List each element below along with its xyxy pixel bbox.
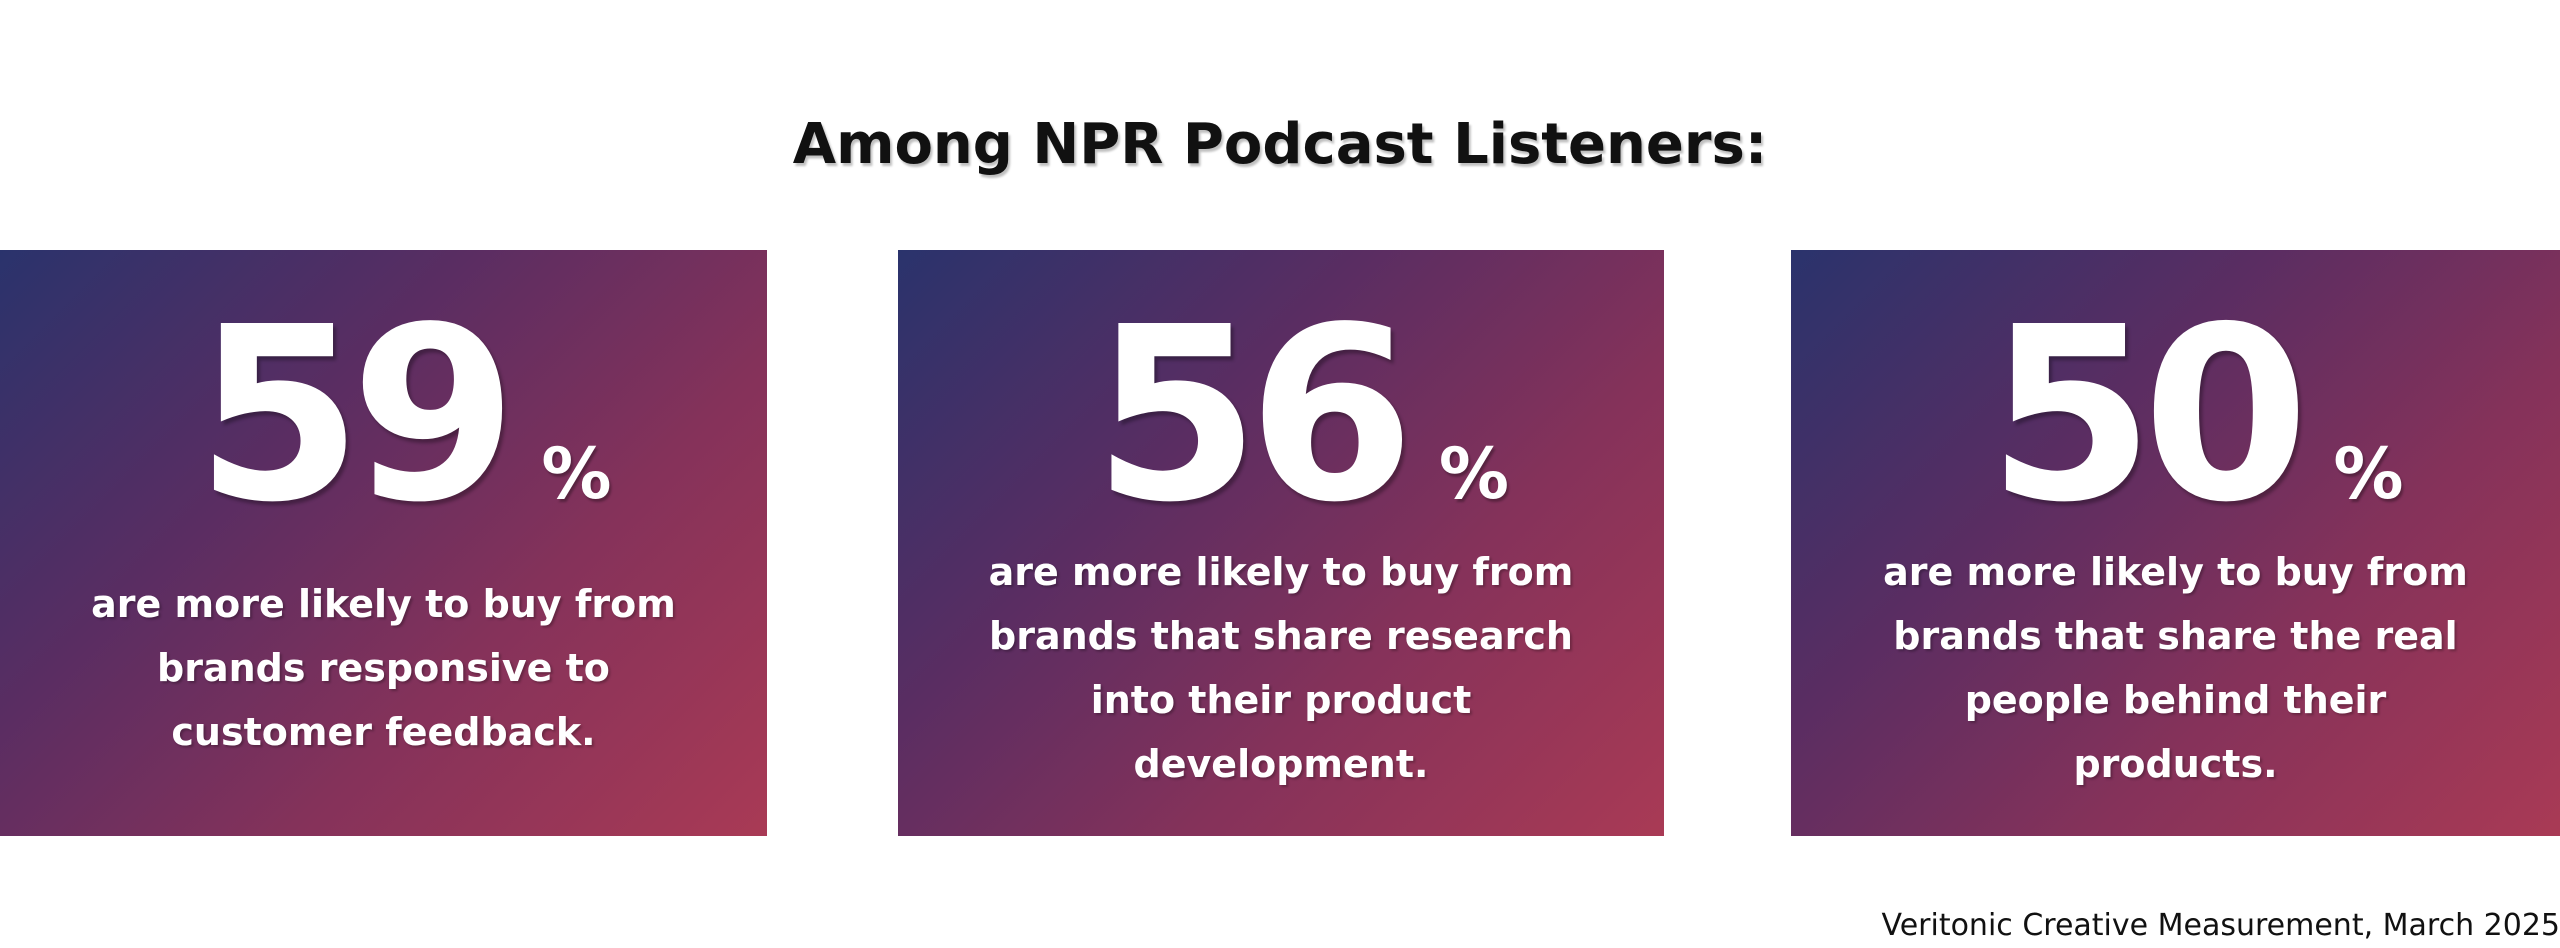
stat-line: are more likely to buy from [91,582,676,626]
stat-line: brands that share the real [1893,614,2458,658]
stat-line: brands that share research [989,614,1573,658]
stat-number: 59% [155,290,611,540]
stat-card: 59% are more likely to buy from brands res… [0,250,767,836]
stat-unit: % [1438,433,1510,515]
stat-line: are more likely to buy from [1883,550,2468,594]
stat-value: 56 [1092,275,1415,555]
stat-line: products. [2073,742,2278,786]
stat-number: 56% [1053,290,1509,540]
stat-line: are more likely to buy from [988,550,1574,594]
source: Veritonic Creative Measurement, March 20… [1881,908,2560,943]
stat-text: are more likely to buy from brands that s… [1883,540,2468,836]
stat-card: 56% are more likely to buy from brands tha… [898,250,1664,836]
stat-text: are more likely to buy from brands respon… [91,540,676,836]
stat-line: customer feedback. [171,710,596,754]
stat-line: people behind their [1964,678,2387,722]
stat-unit: % [2333,433,2404,515]
stat-number: 50% [1947,290,2403,540]
stat-unit: % [541,433,612,515]
stat-line: into their product [1090,678,1472,722]
title: Among NPR Podcast Listeners: [792,112,1768,177]
stat-text: are more likely to buy from brands that s… [989,540,1574,836]
stat-value: 50 [1987,275,2309,555]
stat-card: 50% are more likely to buy from brands tha… [1791,250,2560,836]
stat-value: 59 [195,275,517,555]
stat-line: brands responsive to [157,646,610,690]
stat-line: development. [1133,742,1429,786]
